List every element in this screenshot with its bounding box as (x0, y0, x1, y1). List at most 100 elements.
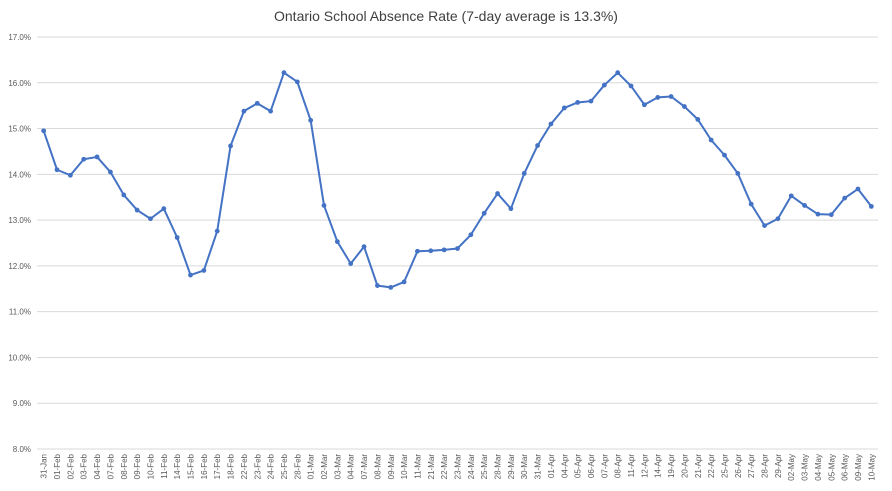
x-tick-label: 24-Feb (267, 453, 276, 479)
x-tick-label: 02-Feb (66, 453, 75, 479)
x-tick-label: 07-Mar (360, 454, 369, 480)
data-point (855, 186, 861, 192)
data-point (148, 216, 153, 222)
x-tick-label: 05-Apr (574, 454, 583, 478)
x-tick-label: 27-Apr (747, 454, 756, 478)
x-tick-label: 04-May (814, 454, 823, 481)
x-tick-label: 01-Apr (547, 454, 556, 478)
chart-title: Ontario School Absence Rate (7-day avera… (274, 8, 618, 24)
x-tick-label: 22-Apr (707, 454, 716, 478)
x-tick-label: 24-Mar (467, 454, 476, 480)
x-tick-label: 28-Feb (293, 453, 302, 479)
x-tick-label: 07-Feb (106, 453, 115, 479)
x-tick-label: 17-Feb (213, 453, 222, 479)
data-point (708, 137, 714, 143)
x-tick-label: 02-May (787, 454, 796, 481)
y-tick-label: 12.0% (8, 262, 31, 271)
data-point (161, 206, 167, 212)
x-tick-label: 21-Mar (427, 454, 436, 480)
x-tick-label: 02-Mar (320, 454, 329, 480)
data-point (254, 100, 260, 106)
data-point (81, 156, 87, 162)
x-tick-label: 20-Apr (680, 454, 689, 478)
x-tick-label: 01-Feb (53, 453, 62, 479)
x-tick-label: 10-May (867, 454, 876, 481)
data-point (615, 70, 621, 76)
data-point (762, 223, 767, 229)
data-point (428, 248, 434, 254)
series (41, 70, 874, 290)
x-tick-label: 26-Apr (734, 454, 743, 478)
data-point (241, 108, 247, 114)
data-point (214, 228, 220, 234)
x-tick-label: 22-Mar (440, 454, 449, 480)
x-tick-label: 07-Apr (600, 454, 609, 478)
x-tick-label: 04-Feb (93, 453, 102, 479)
x-tick-label: 11-Feb (160, 453, 169, 478)
x-tick-label: 05-May (827, 454, 836, 481)
data-point (575, 100, 581, 105)
x-tick-label: 03-Feb (80, 453, 89, 479)
x-tick-label: 29-Mar (507, 454, 516, 480)
data-point (41, 128, 47, 134)
data-point (802, 203, 807, 208)
data-point (94, 154, 100, 160)
x-tick-label: 29-Apr (774, 454, 783, 478)
data-point (735, 171, 741, 176)
x-tick-label: 11-Apr (627, 454, 636, 478)
data-point (441, 247, 447, 253)
data-point (628, 83, 634, 89)
data-point (348, 261, 354, 266)
data-point (67, 172, 73, 178)
data-point (188, 272, 193, 278)
data-point (695, 117, 701, 122)
data-point (108, 169, 113, 175)
x-tick-label: 04-Apr (560, 454, 569, 478)
gridlines (37, 36, 878, 450)
data-point (361, 244, 367, 250)
data-point (748, 201, 754, 207)
x-tick-label: 22-Feb (240, 453, 249, 479)
data-point (455, 246, 460, 251)
data-point (281, 70, 287, 76)
data-point (588, 98, 594, 104)
series-line (42, 71, 873, 289)
data-point (495, 191, 500, 196)
data-point (655, 95, 661, 100)
data-point (294, 79, 300, 85)
data-point (521, 171, 527, 176)
y-tick-label: 16.0% (8, 79, 31, 88)
data-point (174, 235, 180, 240)
data-point (535, 143, 540, 148)
x-tick-label: 19-Apr (667, 454, 676, 478)
data-point (682, 104, 687, 109)
x-tick-label: 18-Feb (227, 453, 236, 479)
x-tick-label: 14-Feb (173, 453, 182, 479)
x-tick-label: 25-Apr (720, 454, 729, 478)
x-tick-label: 03-Mar (333, 454, 342, 480)
y-tick-label: 10.0% (8, 353, 31, 362)
x-tick-label: 10-Feb (146, 453, 155, 479)
x-tick-label: 23-Feb (253, 453, 262, 479)
x-tick-label: 03-May (801, 454, 810, 481)
x-tick-label: 14-Apr (654, 454, 663, 478)
x-tick-label: 08-Apr (614, 454, 623, 478)
x-tick-label: 28-Mar (494, 454, 503, 480)
x-tick-label: 21-Apr (694, 454, 703, 478)
data-point (375, 283, 380, 288)
x-tick-label: 11-Mar (413, 454, 422, 479)
x-tick-label: 25-Mar (480, 454, 489, 480)
y-tick-label: 14.0% (8, 170, 31, 179)
data-point (788, 193, 794, 199)
data-point (601, 82, 607, 88)
x-tick-label: 06-Apr (587, 454, 596, 478)
x-tick-label: 31-Mar (534, 454, 543, 480)
data-point (321, 203, 327, 208)
x-tick-label: 04-Mar (347, 454, 356, 480)
x-tick-label: 31-Jan (40, 454, 49, 478)
data-point (334, 239, 340, 245)
data-point (268, 108, 274, 114)
x-tick-label: 25-Feb (280, 453, 289, 479)
x-tick-label: 23-Mar (454, 454, 463, 480)
